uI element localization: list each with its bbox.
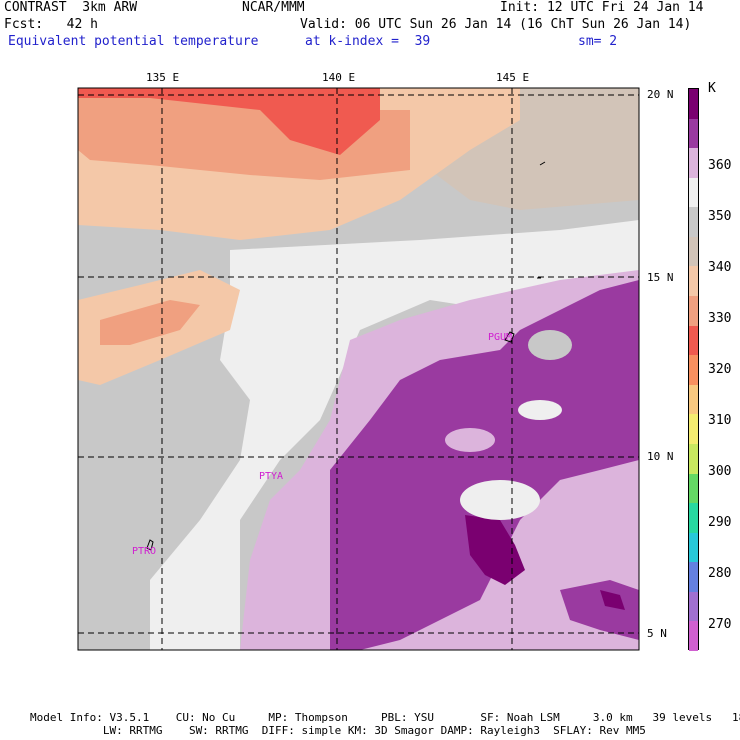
colorbar-swatch	[689, 325, 698, 356]
init-time: Init: 12 UTC Fri 24 Jan 14	[500, 0, 704, 15]
lon-label-145: 145 E	[496, 71, 530, 84]
colorbar-label: 360	[708, 158, 732, 173]
lat-label-20: 20 N	[647, 88, 674, 101]
model-title: CONTRAST 3km ARW	[4, 0, 138, 15]
colorbar-swatch	[689, 207, 698, 237]
colorbar-label: 300	[708, 464, 732, 479]
field-335-west	[100, 300, 200, 345]
colorbar-label: 340	[708, 260, 732, 275]
island-guam-coast	[504, 331, 515, 343]
lon-label-135: 135 E	[146, 71, 180, 84]
valid-time: Valid: 06 UTC Sun 26 Jan 14 (16 ChT Sun …	[300, 17, 692, 32]
colorbar-swatch	[689, 621, 698, 651]
colorbar-label: 320	[708, 362, 732, 377]
field-370-core	[465, 515, 525, 585]
colorbar-label: 350	[708, 209, 732, 224]
colorbar-unit: K	[708, 81, 716, 96]
field-370-south	[600, 590, 625, 610]
station-label-guam: PGUM	[488, 332, 513, 343]
colorbar-swatch	[689, 355, 698, 385]
station-label-yap: PTYA	[259, 471, 284, 482]
lon-label-140: 140 E	[322, 71, 356, 84]
colorbar	[688, 88, 699, 651]
island-north-coast	[539, 161, 546, 166]
colorbar-swatch	[689, 177, 698, 208]
field-355-patch	[460, 480, 540, 520]
lat-label-5: 5 N	[647, 627, 667, 640]
colorbar-swatch	[689, 591, 698, 622]
colorbar-label: 270	[708, 617, 732, 632]
colorbar-swatch	[689, 89, 698, 119]
organization-label: NCAR/MMM	[242, 0, 305, 15]
colorbar-swatch	[689, 414, 698, 444]
field-name: Equivalent potential temperature	[8, 34, 259, 49]
smoothing-label: sm= 2	[578, 34, 618, 49]
colorbar-swatch	[689, 384, 698, 415]
colorbar-swatch	[689, 118, 698, 149]
footer-model-info: Model Info: V3.5.1 CU: No Cu MP: Thompso…	[30, 711, 740, 724]
colorbar-swatch	[689, 473, 698, 504]
colorbar-swatch	[689, 148, 698, 178]
island-palau-coast	[146, 539, 154, 551]
colorbar-swatch	[689, 532, 698, 563]
map-frame	[77, 87, 640, 651]
colorbar-swatch	[689, 296, 698, 326]
forecast-hour: Fcst: 42 h	[4, 17, 98, 32]
footer-physics-info: LW: RRTMG SW: RRTMG DIFF: simple KM: 3D …	[30, 724, 646, 737]
field-350-patch	[528, 330, 572, 360]
lat-label-15: 15 N	[647, 271, 674, 284]
colorbar-label: 290	[708, 515, 732, 530]
lat-label-10: 10 N	[647, 450, 674, 463]
colorbar-swatch	[689, 266, 698, 297]
colorbar-swatch	[689, 503, 698, 533]
field-365-main	[330, 280, 639, 650]
field-360-patch	[445, 428, 495, 452]
level-label: at k-index = 39	[305, 34, 431, 49]
station-label-palau: PTRO	[132, 546, 157, 557]
field-355-patch-2	[518, 400, 562, 420]
colorbar-label: 310	[708, 413, 732, 428]
colorbar-label: 280	[708, 566, 732, 581]
colorbar-swatch	[689, 562, 698, 592]
colorbar-label: 330	[708, 311, 732, 326]
colorbar-swatch	[689, 236, 698, 267]
colorbar-swatch	[689, 443, 698, 474]
field-355-region	[150, 220, 639, 650]
field-330-core	[78, 88, 380, 155]
